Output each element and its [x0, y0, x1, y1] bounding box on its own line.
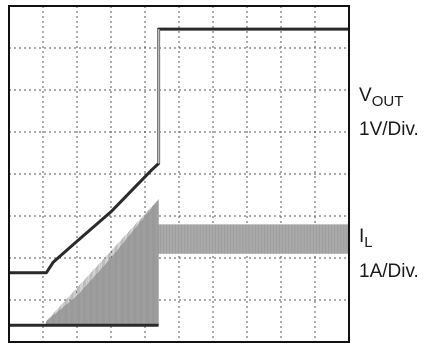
vout-label-main: V [359, 85, 372, 106]
vout-label: VOUT [359, 85, 403, 109]
il-label-main: I [359, 226, 365, 247]
vout-scale-label: 1V/Div. [359, 119, 419, 140]
il-trace-layer [9, 199, 350, 327]
il-label-sub: L [364, 234, 373, 251]
vout-label-sub: OUT [371, 93, 404, 110]
plot-grid [9, 6, 349, 342]
vout-trace-layer [9, 27, 349, 275]
il-scale-label: 1A/Div. [359, 261, 419, 282]
plot-frame [8, 5, 350, 343]
il-label: IL [359, 226, 373, 250]
